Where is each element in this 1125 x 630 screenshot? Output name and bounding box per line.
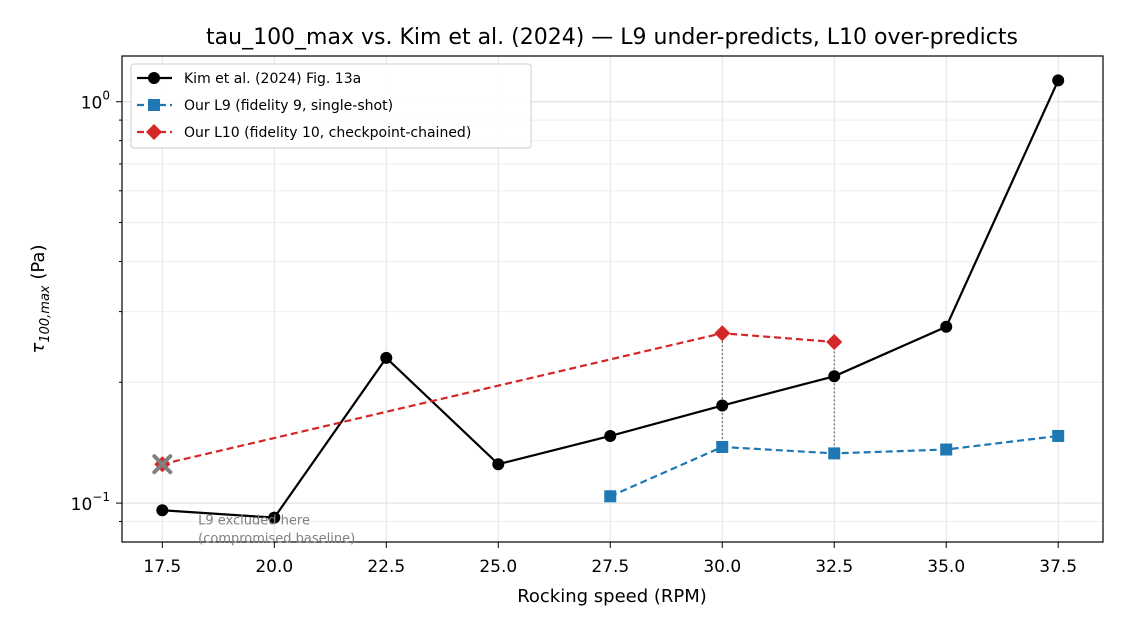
data-point	[940, 320, 953, 333]
x-tick-label: 32.5	[815, 557, 853, 577]
series-0	[156, 74, 1065, 524]
legend-marker	[148, 72, 160, 84]
x-tick-label: 27.5	[591, 557, 629, 577]
annotation-line: L9 excluded here	[198, 514, 310, 529]
series-1	[604, 429, 1065, 503]
data-point	[940, 443, 953, 456]
data-point	[156, 504, 169, 517]
data-point	[1052, 74, 1065, 87]
legend-marker	[146, 124, 162, 140]
x-tick-label: 35.0	[927, 557, 965, 577]
ticks: 17.5 20.0 22.5 25.0 27.5 30.0 32.5 35.0 37.5 10−1…	[71, 89, 1077, 577]
connectors	[721, 333, 835, 454]
plot-frame	[121, 55, 1104, 543]
legend-entry: Our L10 (fidelity 10, checkpoint-chained…	[137, 124, 471, 141]
legend-label: Our L10 (fidelity 10, checkpoint-chained…	[184, 125, 471, 141]
data-point	[828, 370, 841, 383]
y-tick-label: 100	[81, 89, 110, 114]
data-point	[716, 440, 729, 453]
x-tick-label: 25.0	[479, 557, 517, 577]
data-point	[268, 511, 281, 524]
excluded-x-marker	[152, 454, 173, 475]
legend-entry: Kim et al. (2024) Fig. 13a	[137, 71, 361, 87]
y-axis-unit: (Pa)	[28, 245, 49, 286]
excluded-x-stroke	[152, 454, 173, 475]
x-tick-label: 30.0	[703, 557, 741, 577]
data-point	[716, 399, 729, 412]
chart-title: tau_100_max vs. Kim et al. (2024) — L9 u…	[206, 25, 1018, 50]
y-axis-symbol: τ	[28, 342, 49, 353]
excluded-annotation: L9 excluded here (compromised baseline)	[198, 514, 355, 547]
x-axis-title: Rocking speed (RPM)	[517, 586, 707, 607]
x-tick-label: 37.5	[1039, 557, 1077, 577]
data-point	[380, 351, 393, 364]
legend-label: Our L9 (fidelity 9, single-shot)	[184, 98, 393, 114]
data-point	[826, 333, 843, 350]
x-tick-label: 22.5	[367, 557, 405, 577]
y-axis-title: τ100,max (Pa)	[28, 245, 53, 354]
annotation-line: (compromised baseline)	[198, 532, 355, 547]
legend-box	[130, 63, 532, 149]
y-tick-label: 10−1	[71, 490, 110, 515]
data-point	[714, 325, 731, 342]
data-point	[828, 447, 841, 460]
legend: Kim et al. (2024) Fig. 13a Our L9 (fideli…	[130, 63, 532, 149]
y-axis-subscript: 100,max	[38, 285, 53, 343]
legend-entry: Our L9 (fidelity 9, single-shot)	[137, 98, 393, 114]
data-point	[604, 490, 617, 503]
legend-marker	[148, 99, 160, 111]
x-tick-label: 17.5	[143, 557, 181, 577]
legend-label: Kim et al. (2024) Fig. 13a	[184, 71, 361, 87]
data-point	[1052, 429, 1065, 442]
data-point	[492, 458, 505, 471]
series	[152, 74, 1065, 524]
data-point	[604, 429, 617, 442]
x-tick-label: 20.0	[255, 557, 293, 577]
